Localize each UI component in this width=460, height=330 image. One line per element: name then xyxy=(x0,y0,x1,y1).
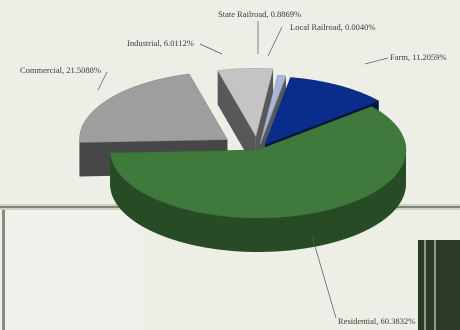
data-label-local-railroad: Local Railroad, 0.0040% xyxy=(290,22,375,32)
data-label-farm: Farm, 11.2059% xyxy=(390,52,447,62)
slice-wall xyxy=(255,68,274,171)
data-label-state-railroad: State Railroad, 0.8869% xyxy=(218,9,301,19)
slice-industrial xyxy=(217,67,274,171)
slice-top xyxy=(264,77,380,145)
data-label-residential: Residential, 60.3832% xyxy=(338,316,415,326)
data-label-commercial: Commercial, 21.5088% xyxy=(20,65,101,75)
slice-top xyxy=(260,76,287,144)
slice-residential xyxy=(109,106,407,252)
leader-line-residential xyxy=(311,235,337,319)
data-label-industrial: Industrial, 6.0112% xyxy=(127,38,194,48)
slice-top xyxy=(217,67,274,137)
slice-top xyxy=(260,74,287,143)
leader-line-farm xyxy=(364,57,389,65)
slice-rim xyxy=(110,150,407,252)
leader-line-commercial xyxy=(97,71,108,91)
slice-top xyxy=(79,73,228,143)
slice-wall xyxy=(217,70,256,171)
leader-line-local-railroad xyxy=(267,26,283,57)
slice-top xyxy=(109,106,407,219)
leader-line-industrial xyxy=(199,43,223,55)
